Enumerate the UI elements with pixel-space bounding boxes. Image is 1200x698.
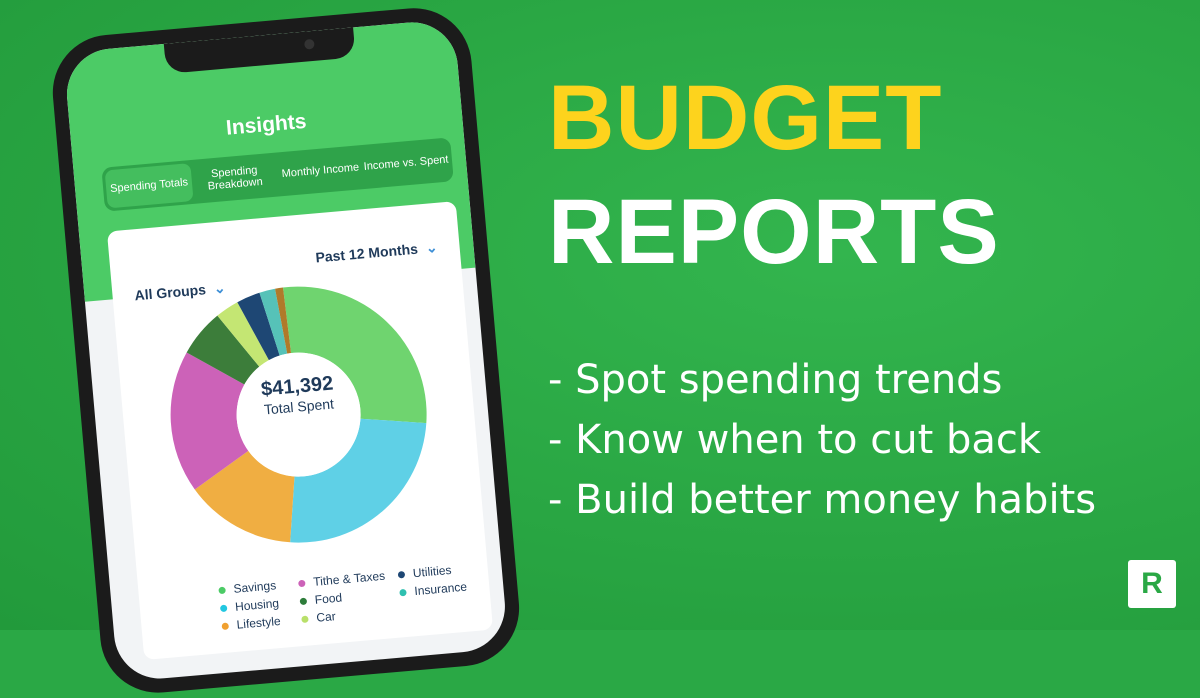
bullet-item: - Spot spending trends	[548, 357, 1003, 403]
legend-label: Savings	[232, 578, 277, 596]
tab-spending-breakdown[interactable]: Spending Breakdown	[207, 164, 264, 193]
legend-label: Tithe & Taxes	[312, 568, 386, 589]
legend-dot-icon	[218, 586, 226, 594]
legend-item: Insurance	[399, 578, 490, 600]
tab-bar: Spending Totals Spending Breakdown Month…	[101, 137, 454, 212]
legend-label: Food	[314, 590, 343, 607]
donut-slice-tithe-taxes[interactable]	[165, 348, 253, 491]
phone-notch	[163, 27, 356, 74]
chart-card: All Groups ⌄ Past 12 Months ⌄ $41,392 Tota…	[106, 201, 494, 660]
bullet-item: - Know when to cut back	[548, 417, 1042, 463]
legend-dot-icon	[219, 604, 228, 612]
period-dropdown[interactable]: Past 12 Months ⌄	[315, 239, 438, 267]
legend-label: Car	[315, 609, 337, 625]
legend-label: Lifestyle	[236, 613, 282, 632]
chart-legend: Savings Tithe & Taxes Utilities Housing Food…	[218, 561, 481, 633]
donut-hole	[236, 352, 361, 477]
legend-dot-icon	[399, 588, 407, 596]
camera-icon	[303, 38, 315, 50]
phone-screen: Insights Spending Totals Spending Breakd…	[63, 18, 509, 683]
legend-dot-icon	[299, 597, 308, 605]
tab-spending-totals[interactable]: Spending Totals	[104, 163, 194, 209]
donut-slice-car[interactable]	[216, 300, 269, 370]
tab-monthly-income[interactable]: Monthly Income	[281, 161, 360, 181]
donut-slice-housing[interactable]	[280, 413, 436, 544]
headline-line-2: REPORTS	[548, 181, 1000, 283]
legend-item: Savings	[218, 576, 299, 597]
chevron-down-icon: ⌄	[425, 238, 439, 256]
legend-dot-icon	[397, 570, 406, 579]
donut-slice-savings[interactable]	[283, 276, 428, 435]
bullet-item: - Build better money habits	[548, 477, 1097, 523]
legend-dot-icon	[301, 615, 309, 623]
legend-item: Car	[301, 603, 402, 626]
phone-mockup: Insights Spending Totals Spending Breakd…	[48, 3, 524, 698]
bullet-list: - Spot spending trends - Know when to cu…	[548, 350, 1096, 530]
legend-item: Housing	[219, 594, 301, 615]
brand-logo: R	[1128, 560, 1176, 608]
legend-label: Housing	[234, 596, 280, 614]
donut-chart	[165, 276, 436, 550]
donut-slice-lifestyle[interactable]	[192, 447, 300, 550]
donut-slice-insurance[interactable]	[259, 288, 288, 357]
period-dropdown-label: Past 12 Months	[314, 240, 419, 266]
donut-slice-utilities[interactable]	[237, 291, 280, 362]
tab-income-vs-spent[interactable]: Income vs. Spent	[363, 153, 449, 173]
legend-dot-icon	[297, 579, 306, 587]
legend-label: Utilities	[412, 562, 452, 581]
donut-slice-other[interactable]	[275, 287, 292, 354]
headline-line-1: BUDGET	[548, 67, 943, 169]
donut-slice-food[interactable]	[184, 312, 261, 389]
legend-dot-icon	[221, 621, 230, 630]
legend-label: Insurance	[413, 579, 468, 599]
